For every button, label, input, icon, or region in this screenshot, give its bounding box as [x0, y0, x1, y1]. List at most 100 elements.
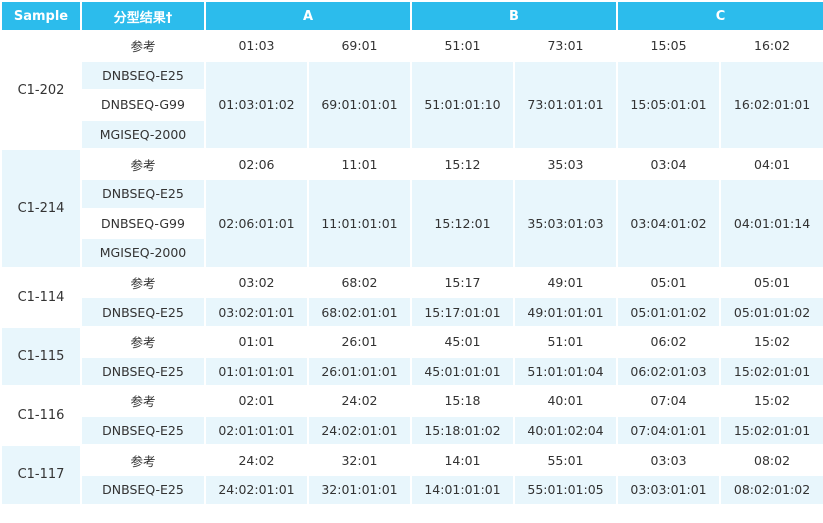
typing-result-cell: 15:12:01: [410, 177, 515, 269]
sample-id-cell: C1-114: [0, 266, 82, 328]
typing-result-cell: 02:01:01:01: [204, 414, 309, 447]
reference-allele-cell: 24:02: [204, 444, 309, 476]
typing-result-cell: 40:01:02:04: [512, 414, 619, 447]
reference-allele-cell: 01:01: [204, 325, 309, 358]
typing-result-cell: 15:02:01:01: [719, 355, 823, 388]
hla-typing-table: Sample 分型结果† A B C C1-202 参考 01:03 69:01 51:…: [0, 0, 823, 506]
typing-result-cell: 07:04:01:01: [616, 414, 722, 447]
typing-result-cell: 68:02:01:01: [307, 296, 412, 328]
reference-label: 参考: [80, 266, 206, 299]
platform-label: DNBSEQ-E25: [80, 177, 206, 210]
typing-result-cell: 06:02:01:03: [616, 355, 722, 388]
reference-allele-cell: 51:01: [410, 30, 515, 62]
table-row: C1-115 参考 01:01 26:01 45:01 51:01 06:02 15:02: [0, 325, 823, 388]
table-row: DNBSEQ-G99: [1, 89, 823, 121]
reference-label: 参考: [80, 30, 206, 62]
typing-result-cell: 15:17:01:01: [410, 296, 515, 328]
reference-allele-cell: 73:01: [512, 30, 619, 62]
typing-result-cell: 01:03:01:02: [204, 59, 309, 151]
typing-result-cell: 35:03:01:03: [512, 177, 619, 269]
sample-id-cell: C1-115: [0, 325, 82, 388]
reference-allele-cell: 07:04: [616, 385, 722, 417]
sample-id-cell: C1-116: [0, 385, 82, 447]
reference-allele-cell: 55:01: [512, 444, 619, 476]
table-row: C1-202 参考 01:03 69:01 51:01 73:01 15:05 16:02: [0, 29, 823, 151]
typing-result-cell: 49:01:01:01: [512, 296, 619, 328]
reference-allele-cell: 51:01: [512, 325, 619, 358]
reference-allele-cell: 15:12: [410, 148, 515, 180]
table-row: DNBSEQ-E25 01:01:01:01 26:01:01:01 45:01:01…: [1, 355, 823, 388]
table-row: MGISEQ-2000: [1, 237, 823, 269]
reference-allele-cell: 15:02: [719, 325, 823, 358]
table-row: C1-117 参考 24:02 32:01 14:01 55:01 03:03 08:02: [0, 444, 823, 506]
reference-allele-cell: 02:06: [204, 148, 309, 180]
reference-label: 参考: [80, 325, 206, 358]
typing-result-cell: 08:02:01:02: [719, 473, 823, 506]
platform-label: DNBSEQ-E25: [80, 414, 206, 447]
typing-result-cell: 15:05:01:01: [616, 59, 722, 151]
typing-result-cell: 51:01:01:10: [410, 59, 515, 151]
header-typing-result: 分型结果†: [80, 0, 206, 32]
typing-result-cell: 15:02:01:01: [719, 414, 823, 447]
table-row: C1-114 参考 03:02 68:02 15:17 49:01 05:01 05:01: [0, 266, 823, 328]
reference-allele-cell: 32:01: [307, 444, 412, 476]
table-row: DNBSEQ-E25 01:03:01:02 69:01:01:01 51:01:01…: [1, 59, 823, 151]
reference-allele-cell: 02:01: [204, 385, 309, 417]
reference-label: 参考: [80, 385, 206, 417]
typing-result-cell: 15:18:01:02: [410, 414, 515, 447]
table-row: C1-116 参考 02:01 24:02 15:18 40:01 07:04 15:02: [0, 385, 823, 447]
typing-result-cell: 03:02:01:01: [204, 296, 309, 328]
typing-result-cell: 45:01:01:01: [410, 355, 515, 388]
reference-allele-cell: 05:01: [719, 266, 823, 299]
platform-label: DNBSEQ-G99: [80, 207, 206, 240]
typing-result-cell: 73:01:01:01: [512, 59, 619, 151]
table-row: DNBSEQ-E25 02:06:01:01 11:01:01:01 15:12:01…: [1, 177, 823, 269]
typing-result-cell: 05:01:01:02: [719, 296, 823, 328]
header-locus-b: B: [409, 0, 619, 32]
reference-allele-cell: 08:02: [719, 444, 823, 476]
header-row: Sample 分型结果† A B C: [0, 0, 823, 32]
platform-label: DNBSEQ-E25: [80, 355, 206, 388]
header-sample: Sample: [0, 0, 82, 32]
table-row: DNBSEQ-E25 02:01:01:01 24:02:01:01 15:18:01…: [1, 414, 823, 447]
table-row: DNBSEQ-E25 03:02:01:01 68:02:01:01 15:17:01…: [1, 296, 823, 328]
reference-allele-cell: 04:01: [719, 148, 823, 180]
platform-label: DNBSEQ-G99: [80, 89, 206, 121]
reference-allele-cell: 45:01: [410, 325, 515, 358]
reference-allele-cell: 14:01: [410, 444, 515, 476]
typing-result-cell: 55:01:01:05: [512, 473, 619, 506]
reference-allele-cell: 11:01: [307, 148, 412, 180]
platform-label: DNBSEQ-E25: [80, 296, 206, 328]
typing-result-cell: 05:01:01:02: [616, 296, 722, 328]
table-row: DNBSEQ-G99: [1, 207, 823, 240]
reference-allele-cell: 03:02: [204, 266, 309, 299]
header-locus-c: C: [616, 0, 823, 32]
platform-label: DNBSEQ-E25: [80, 59, 206, 92]
reference-label: 参考: [80, 444, 206, 476]
table-row: C1-214 参考 02:06 11:01 15:12 35:03 03:04 04:01: [0, 148, 823, 269]
sample-id-cell: C1-214: [0, 148, 82, 269]
reference-allele-cell: 26:01: [307, 325, 412, 358]
typing-result-cell: 24:02:01:01: [204, 473, 309, 506]
sample-id-cell: C1-202: [0, 29, 82, 151]
reference-allele-cell: 15:05: [616, 30, 722, 62]
typing-result-cell: 04:01:01:14: [719, 177, 823, 269]
typing-result-cell: 51:01:01:04: [512, 355, 619, 388]
reference-allele-cell: 16:02: [719, 30, 823, 62]
typing-result-cell: 01:01:01:01: [204, 355, 309, 388]
reference-allele-cell: 05:01: [616, 266, 722, 299]
reference-allele-cell: 15:18: [410, 385, 515, 417]
reference-allele-cell: 15:17: [410, 266, 515, 299]
typing-result-cell: 02:06:01:01: [204, 177, 309, 269]
reference-allele-cell: 35:03: [512, 148, 619, 180]
reference-allele-cell: 06:02: [616, 325, 722, 358]
typing-result-cell: 32:01:01:01: [307, 473, 412, 506]
table-row: MGISEQ-2000: [1, 118, 823, 151]
table-body: C1-202 参考 01:03 69:01 51:01 73:01 15:05 16:02 DN…: [0, 29, 823, 506]
reference-allele-cell: 40:01: [512, 385, 619, 417]
typing-result-cell: 11:01:01:01: [307, 177, 412, 269]
typing-result-cell: 14:01:01:01: [410, 473, 515, 506]
typing-result-cell: 26:01:01:01: [307, 355, 412, 388]
reference-allele-cell: 03:04: [616, 148, 722, 180]
platform-label: MGISEQ-2000: [80, 237, 206, 269]
